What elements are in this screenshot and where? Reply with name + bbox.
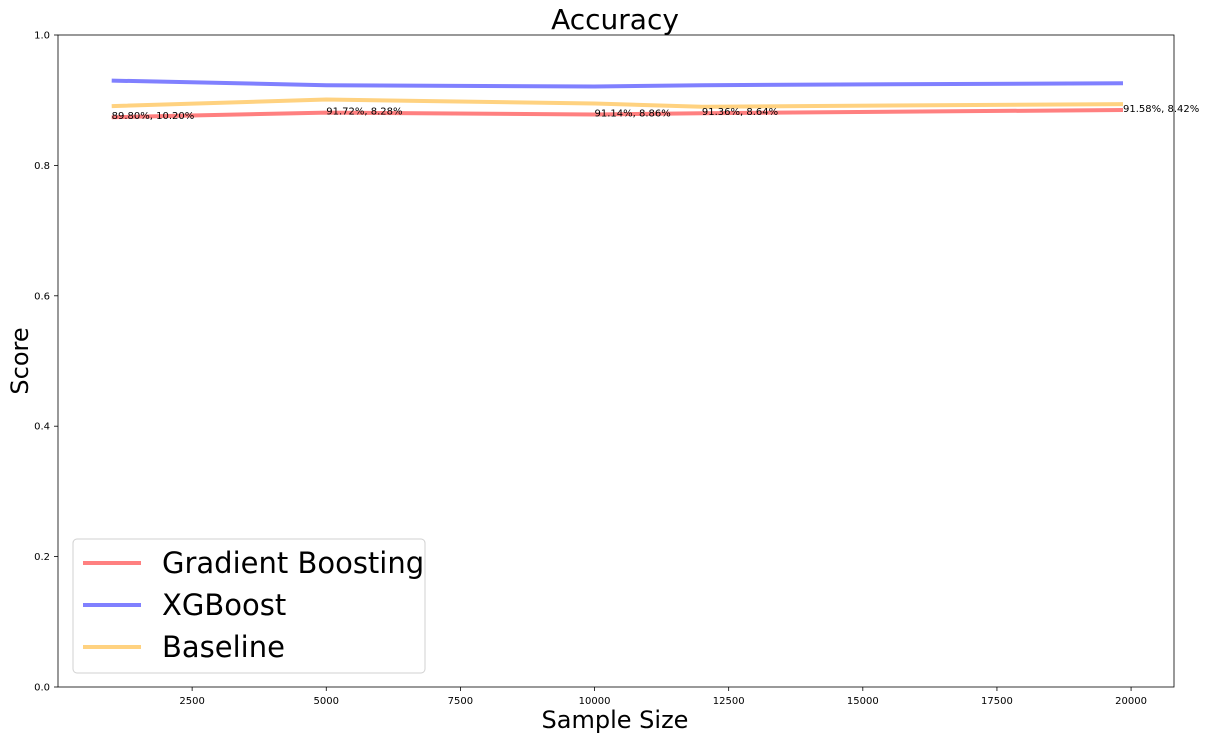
series-line-gradient-boosting: [111, 108, 1124, 120]
x-tick-label: 7500: [448, 696, 473, 707]
data-label: 91.14%, 8.86%: [595, 109, 671, 120]
series-line-xgboost: [111, 78, 1124, 89]
x-tick-label: 15000: [847, 696, 879, 707]
chart-title: Accuracy: [551, 3, 679, 36]
legend: Gradient Boosting XGBoost Baseline: [72, 538, 426, 674]
y-tick-label: 1.0: [34, 31, 50, 42]
y-tick-label: 0.2: [34, 552, 50, 563]
x-tick-label: 5000: [314, 696, 339, 707]
axes-frame: [57, 34, 1175, 688]
legend-label: Gradient Boosting: [162, 546, 424, 580]
data-label: 91.72%, 8.28%: [326, 107, 402, 118]
series-line-baseline: [111, 97, 1124, 109]
legend-label: XGBoost: [162, 588, 286, 622]
data-label: 89.80%, 10.20%: [112, 111, 195, 122]
x-tick-label: 2500: [179, 696, 204, 707]
plot-area: 2500 5000 7500 10000 12500 15000 17500 20000 0.0…: [34, 31, 1199, 708]
x-tick-label: 17500: [981, 696, 1013, 707]
x-axis-title: Sample Size: [542, 706, 689, 734]
data-label: 91.36%, 8.64%: [702, 107, 778, 118]
y-tick-label: 0.6: [34, 291, 50, 302]
x-tick-label: 10000: [579, 696, 611, 707]
legend-label: Baseline: [162, 630, 285, 664]
y-tick-label: 0.0: [34, 683, 50, 694]
y-tick-label: 0.4: [34, 422, 50, 433]
y-axis-title: Score: [6, 327, 34, 394]
y-tick-label: 0.8: [34, 161, 50, 172]
x-tick-label: 20000: [1115, 696, 1147, 707]
data-label: 91.58%, 8.42%: [1123, 104, 1199, 115]
x-tick-label: 12500: [713, 696, 745, 707]
legend-box: [72, 538, 426, 674]
